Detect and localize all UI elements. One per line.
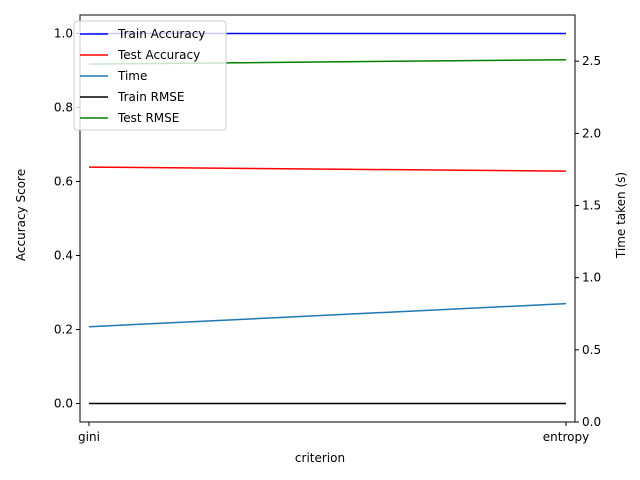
right-y-axis-title: Time taken (s): [614, 172, 628, 259]
right-y-tick-label: 1.0: [582, 271, 601, 285]
legend-box: [73, 20, 227, 131]
plot-frame: [79, 14, 576, 423]
left-y-tick-label: 0.4: [54, 249, 73, 263]
legend-label: Test RMSE: [117, 111, 179, 125]
right-y-tick-label: 2.5: [582, 54, 601, 68]
left-y-axis-title: Accuracy Score: [14, 169, 28, 261]
right-y-tick-label: 0.5: [582, 343, 601, 357]
left-y-tick-label: 0.2: [54, 323, 73, 337]
x-axis-title: criterion: [295, 451, 345, 465]
x-tick-label: gini: [78, 430, 100, 444]
right-y-tick-label: 2.0: [582, 126, 601, 140]
left-y-tick-label: 0.8: [54, 101, 73, 115]
series-line-time: [88, 302, 567, 328]
x-tick-label: entropy: [543, 430, 589, 444]
left-y-tick-label: 0.0: [54, 397, 73, 411]
legend-label: Train RMSE: [117, 90, 185, 104]
right-y-tick-label: 1.5: [582, 199, 601, 213]
legend-label: Train Accuracy: [117, 27, 205, 41]
left-y-tick-label: 1.0: [54, 27, 73, 41]
series-line-test-accuracy: [88, 166, 567, 172]
legend-label: Time: [117, 69, 147, 83]
legend-label: Test Accuracy: [117, 48, 200, 62]
left-y-tick-label: 0.6: [54, 175, 73, 189]
right-y-tick-label: 0.0: [582, 415, 601, 429]
